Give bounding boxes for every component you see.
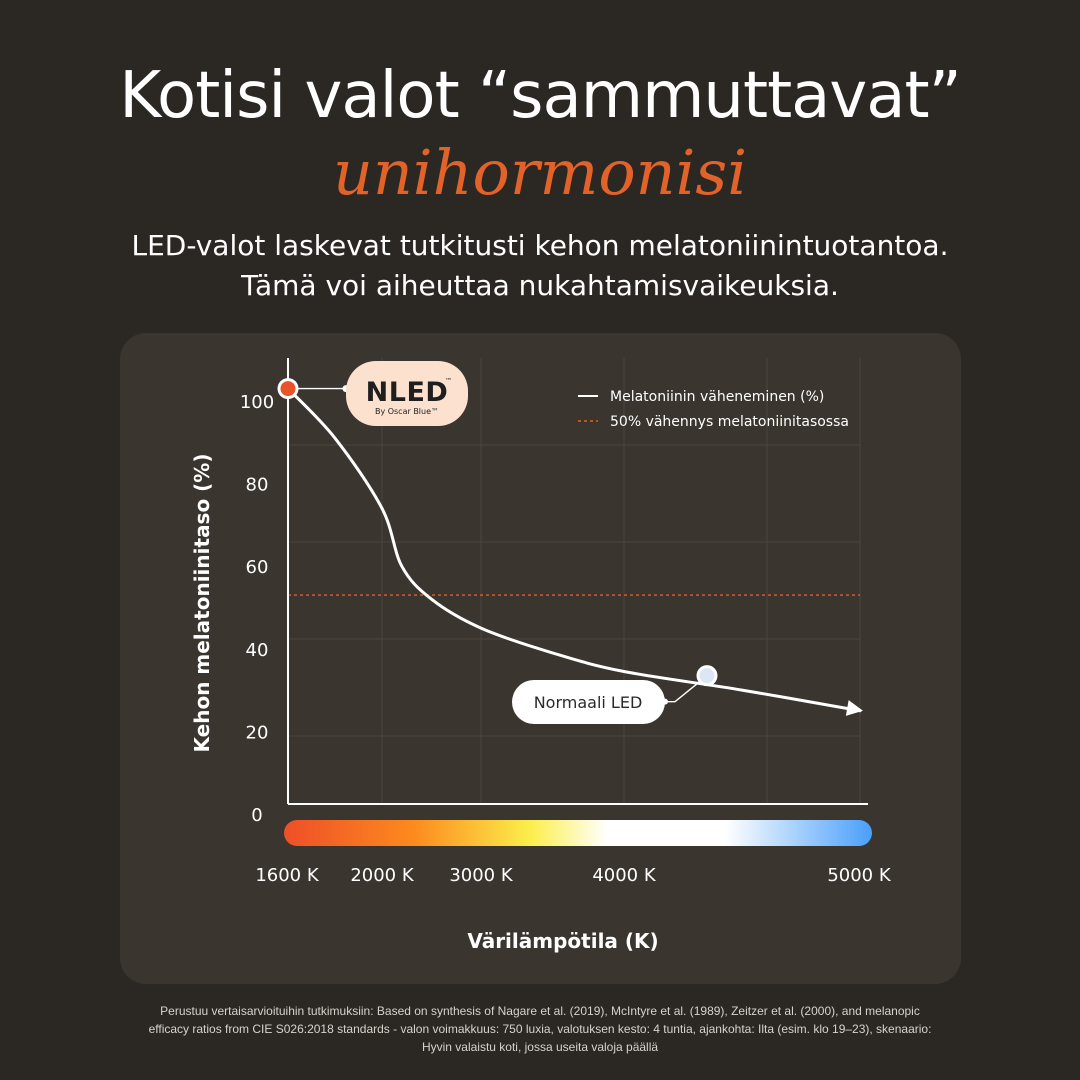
- chart-card: 0 20 40 60 80 100 1600 K 2000 K 3000 K 4000 K 500…: [120, 333, 961, 984]
- y-tick-label: 80: [246, 475, 269, 496]
- lead-line-2: Tämä voi aiheuttaa nukahtamisvaikeuksia.: [241, 269, 839, 302]
- nled-callout: NLED ™ By Oscar Blue™: [277, 361, 468, 426]
- nled-badge: [346, 361, 468, 426]
- x-tick-label: 4000 K: [592, 865, 657, 886]
- x-tick-label: 3000 K: [449, 865, 514, 886]
- normal-led-badge: [512, 680, 665, 724]
- x-tick-label: 5000 K: [827, 865, 892, 886]
- legend-entry-reference: 50% vähennys melatoniinitasossa: [610, 414, 849, 430]
- normal-led-connector-line: [665, 675, 708, 703]
- legend: Melatoniinin väheneminen (%) 50% vähenny…: [578, 389, 849, 430]
- nled-logo-trademark: ™: [445, 377, 452, 385]
- lead-text: LED-valot laskevat tutkitusti kehon mela…: [40, 226, 1040, 306]
- color-temperature-gradient-bar: [284, 820, 872, 846]
- y-tick-label: 40: [246, 640, 269, 661]
- y-tick-labels: 0 20 40 60 80 100: [240, 392, 274, 826]
- page-title: Kotisi valot “sammuttavat”: [119, 59, 961, 133]
- normal-led-callout: Normaali LED: [512, 665, 718, 724]
- chart-axes: [287, 358, 868, 805]
- nled-logo-subtext: By Oscar Blue™: [375, 407, 439, 416]
- y-axis-label: Kehon melatoniinitaso (%): [190, 454, 214, 753]
- y-tick-label: 100: [240, 392, 274, 413]
- normal-led-marker: [696, 665, 718, 687]
- page-title-accent: unihormonisi: [332, 136, 748, 209]
- footnote: Perustuu vertaisarvioituihin tutkimuksii…: [148, 1004, 932, 1054]
- nled-logo-text: NLED: [366, 377, 449, 408]
- nled-marker: [277, 378, 299, 400]
- series-arrowhead: [845, 700, 863, 716]
- lead-line-1: LED-valot laskevat tutkitusti kehon mela…: [131, 229, 949, 262]
- y-tick-label: 20: [246, 722, 269, 743]
- x-tick-label: 1600 K: [255, 865, 320, 886]
- x-tick-labels: 1600 K 2000 K 3000 K 4000 K 5000 K: [255, 865, 892, 886]
- y-tick-label: 60: [246, 557, 269, 578]
- normal-led-label: Normaali LED: [534, 693, 643, 712]
- x-axis-label: Värilämpötila (K): [467, 929, 658, 953]
- legend-entry-melatonin: Melatoniinin väheneminen (%): [610, 389, 824, 405]
- chart-grid: [288, 358, 861, 803]
- series-line-melatonin: [286, 387, 862, 713]
- y-tick-label: 0: [251, 805, 262, 826]
- x-tick-label: 2000 K: [350, 865, 415, 886]
- melatonin-chart: 0 20 40 60 80 100 1600 K 2000 K 3000 K 4000 K 500…: [190, 358, 892, 953]
